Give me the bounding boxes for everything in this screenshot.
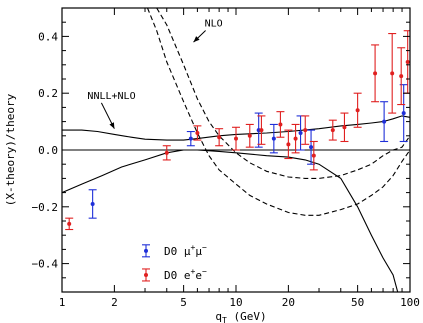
data-marker <box>286 142 291 147</box>
annotation-layer: NLO NNLL+NLO <box>87 18 223 129</box>
y-tick-label: 0.4 <box>38 30 58 43</box>
x-tick-label: 100 <box>400 296 420 309</box>
data-marker <box>330 128 335 133</box>
data-point-mumu <box>296 115 305 151</box>
data-point-ee <box>284 129 293 160</box>
legend-label-sup: + <box>191 267 196 276</box>
x-tick-label: 5 <box>180 296 187 309</box>
y-tick-label: −0.2 <box>32 201 59 214</box>
data-marker <box>217 135 222 140</box>
x-tick-label: 20 <box>282 296 295 309</box>
data-marker <box>195 130 200 135</box>
y-tick-label: −0.4 <box>32 258 59 271</box>
data-marker <box>311 153 316 158</box>
data-point-ee <box>276 111 285 138</box>
y-axis-label: (X-theory)/theory <box>4 93 17 206</box>
data-marker <box>373 71 378 76</box>
data-point-ee <box>257 115 266 145</box>
data-marker <box>342 125 347 130</box>
data-point-ee <box>353 92 362 128</box>
curve-nlo-lower <box>146 8 410 216</box>
y-tick-label: 0.0 <box>38 144 58 157</box>
data-marker <box>234 136 238 141</box>
data-point-ee <box>397 47 406 106</box>
data-marker <box>256 128 261 133</box>
data-marker <box>67 221 72 226</box>
data-point-mumu <box>88 189 97 219</box>
legend-label-sup: − <box>202 243 207 252</box>
x-axis-label-subscript: T <box>222 316 227 323</box>
data-point-ee <box>245 123 254 148</box>
data-point-ee <box>215 128 224 147</box>
data-point-mumu <box>254 112 263 148</box>
ticks-layer: 1 2 5 10 20 50 100 −0.4 −0.2 0.0 0.2 0.4 <box>32 7 420 309</box>
legend-entry: D0 e+e− <box>142 267 207 282</box>
x-tick-label: 10 <box>229 296 242 309</box>
legend-label: D0 e+e− <box>164 267 207 282</box>
data-marker <box>390 71 395 76</box>
data-point-mumu <box>307 129 316 165</box>
annotation-arrowhead <box>109 122 115 129</box>
data-marker <box>259 128 264 133</box>
data-point-ee <box>162 145 171 161</box>
data-marker <box>164 150 169 155</box>
x-axis-label-unit: (GeV) <box>227 310 267 323</box>
legend-label-text: D0 e <box>164 269 191 282</box>
curve-nnll-nlo-band-upper <box>62 149 399 292</box>
data-point-ee <box>309 140 318 171</box>
legend-label-text: D0 μ <box>164 245 191 258</box>
annotation-label: NNLL+NLO <box>87 91 135 102</box>
data-point-ee <box>328 119 337 141</box>
legend-marker <box>144 248 148 253</box>
data-point-ee <box>291 123 300 154</box>
points-layer <box>65 30 410 231</box>
x-tick-label: 2 <box>111 296 118 309</box>
legend-entry: D0 μ+μ− <box>142 243 207 258</box>
data-point-mumu <box>380 101 389 143</box>
data-point-mumu <box>186 130 195 147</box>
data-point-ee <box>232 126 240 151</box>
legend-label-sup: − <box>202 267 207 276</box>
x-tick-label: 50 <box>351 296 364 309</box>
data-marker <box>401 111 406 116</box>
data-marker <box>271 136 276 141</box>
data-point-ee <box>65 217 74 231</box>
x-axis-label: qT (GeV) <box>215 310 266 323</box>
legend-label-text: e <box>195 269 202 282</box>
data-point-mumu <box>269 123 278 154</box>
legend-label-sup: + <box>191 243 196 252</box>
data-marker <box>309 145 314 150</box>
x-axis-label-q: q <box>215 310 222 323</box>
data-marker <box>303 128 308 133</box>
data-marker <box>293 136 298 141</box>
data-marker <box>355 108 360 113</box>
data-marker <box>298 130 303 135</box>
data-marker <box>188 136 193 141</box>
data-marker <box>399 74 404 79</box>
data-point-ee <box>301 115 310 145</box>
curve-nlo <box>156 8 410 179</box>
data-point-ee <box>371 44 380 103</box>
data-marker <box>90 201 95 206</box>
data-marker <box>405 59 410 64</box>
legend-label-text: μ <box>195 245 202 258</box>
data-point-ee <box>193 125 202 141</box>
data-marker <box>278 122 283 127</box>
y-tick-label: 0.2 <box>38 87 58 100</box>
data-marker <box>382 119 387 124</box>
data-marker <box>247 133 252 138</box>
annotation-label: NLO <box>205 18 223 29</box>
legend: D0 μ+μ−D0 e+e− <box>142 243 207 282</box>
legend-label: D0 μ+μ− <box>164 243 207 258</box>
data-point-ee <box>340 112 349 143</box>
x-tick-label: 1 <box>59 296 66 309</box>
data-point-ee <box>388 33 397 114</box>
legend-marker <box>144 272 148 277</box>
annotation-arrowhead <box>193 36 200 43</box>
